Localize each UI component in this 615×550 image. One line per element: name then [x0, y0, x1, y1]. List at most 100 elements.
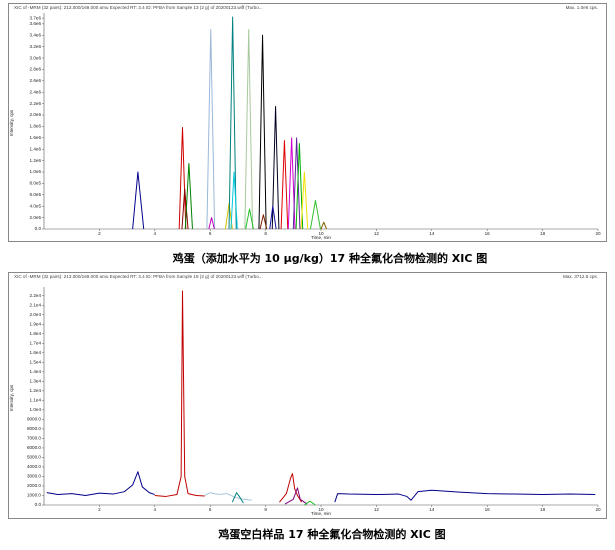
trace	[309, 200, 321, 230]
trace	[184, 162, 193, 230]
y-tick-label: 2.0e6	[30, 112, 42, 117]
y-tick-label: 3.0e6	[30, 55, 42, 60]
x-tick-label: 8	[264, 231, 267, 236]
trace	[208, 217, 215, 230]
trace	[245, 208, 254, 230]
y-tick-label: 2.2e4	[30, 293, 42, 298]
max-label: Max. 1.0e6 cps.	[566, 5, 598, 10]
y-tick-label: 3000.0	[27, 474, 41, 479]
panel-frame	[8, 3, 607, 242]
x-tick-label: 2	[98, 231, 101, 236]
y-tick-label: 3.4e6	[30, 32, 42, 37]
y-tick-label: 2.1e4	[30, 302, 42, 307]
trace	[46, 471, 155, 496]
x-tick-label: 20	[595, 231, 601, 236]
trace	[231, 492, 244, 504]
x-tick-label: 14	[429, 507, 435, 512]
trace	[154, 290, 205, 497]
max-label: Max. 3712.5 cps.	[563, 274, 598, 279]
x-tick-label: 14	[429, 231, 435, 236]
y-tick-label: 1.8e4	[30, 331, 42, 336]
x-tick-label: 6	[209, 507, 212, 512]
y-tick-label: 7000.0	[27, 436, 41, 441]
trace	[304, 500, 316, 506]
y-tick-label: 1.1e4	[30, 398, 42, 403]
x-tick-label: 18	[540, 507, 546, 512]
header: XIC of -MRM (32 pairs): 213.000/169.000 …	[14, 274, 263, 279]
y-tick-label: 3.7e6	[30, 15, 42, 20]
y-tick-label: 1.7e4	[30, 341, 42, 346]
caption: 鸡蛋（添加水平为 10 μg/kg）17 种全氟化合物检测的 XIC 图	[172, 251, 488, 265]
trace	[204, 492, 252, 501]
x-tick-label: 8	[264, 507, 267, 512]
trace	[228, 16, 237, 230]
y-tick-label: 8000.0	[27, 426, 41, 431]
trace	[269, 205, 277, 230]
header: XIC of -MRM (32 pairs): 213.000/169.000 …	[14, 5, 263, 10]
y-tick-label: 1.6e4	[30, 350, 42, 355]
y-tick-label: 8.0e5	[30, 181, 42, 186]
y-tick-label: 2.8e6	[30, 67, 42, 72]
y-tick-label: 5000.0	[27, 455, 41, 460]
trace	[181, 188, 189, 230]
y-tick-label: 6000.0	[27, 445, 41, 450]
y-tick-label: 2.4e6	[30, 89, 42, 94]
trace	[300, 171, 309, 230]
y-tick-label: 1.9e4	[30, 322, 42, 327]
trace	[320, 221, 328, 230]
caption: 鸡蛋空白样品 17 种全氟化合物检测的 XIC 图	[217, 527, 445, 541]
y-tick-label: 1.4e6	[30, 146, 42, 151]
y-tick-label: 0.0	[35, 226, 42, 231]
trace	[334, 489, 596, 503]
trace	[292, 137, 301, 230]
y-tick-label: 3.6e6	[30, 21, 42, 26]
y-tick-label: 4.0e5	[30, 203, 42, 208]
x-tick-label: 10	[318, 231, 324, 236]
x-tick-label: 12	[374, 231, 380, 236]
x-tick-label: 18	[540, 231, 546, 236]
trace	[295, 143, 304, 230]
y-tick-label: 1.5e4	[30, 360, 42, 365]
trace	[284, 487, 308, 505]
y-tick-label: 1.6e6	[30, 135, 42, 140]
trace	[178, 127, 187, 230]
panel-frame	[8, 272, 607, 519]
x-tick-label: 20	[595, 507, 601, 512]
y-tick-label: 2.0e4	[30, 312, 42, 317]
y-tick-label: 4000.0	[27, 464, 41, 469]
y-tick-label: 1.2e6	[30, 158, 42, 163]
x-tick-label: 4	[154, 231, 157, 236]
y-tick-label: 1.0e6	[30, 169, 42, 174]
trace	[280, 140, 289, 230]
x-tick-label: 2	[98, 507, 101, 512]
x-tick-label: 16	[485, 507, 491, 512]
trace	[132, 171, 145, 230]
trace	[279, 473, 303, 503]
y-tick-label: 9000.0	[27, 417, 41, 422]
trace	[244, 29, 254, 230]
x-tick-label: 4	[154, 507, 157, 512]
y-axis-label: Intensity, cps	[9, 109, 14, 136]
y-tick-label: 1.8e6	[30, 124, 42, 129]
y-tick-label: 1.3e4	[30, 379, 42, 384]
y-tick-label: 2.0e5	[30, 215, 42, 220]
y-tick-label: 3.2e6	[30, 44, 42, 49]
y-axis-label: Intensity, cps	[9, 384, 14, 411]
trace	[287, 137, 296, 230]
trace	[258, 34, 267, 230]
y-tick-label: 2.2e6	[30, 101, 42, 106]
trace	[206, 29, 216, 230]
y-tick-label: 2000.0	[27, 483, 41, 488]
y-tick-label: 1.2e4	[30, 388, 42, 393]
y-tick-label: 6.0e5	[30, 192, 42, 197]
x-tick-label: 16	[485, 231, 491, 236]
y-tick-label: 1.4e4	[30, 369, 42, 374]
x-axis-label: Time, min	[311, 511, 331, 516]
x-axis-label: Time, min	[311, 235, 331, 240]
trace	[259, 214, 268, 230]
trace	[271, 105, 280, 230]
y-tick-label: 2.6e6	[30, 78, 42, 83]
x-tick-label: 10	[318, 507, 324, 512]
